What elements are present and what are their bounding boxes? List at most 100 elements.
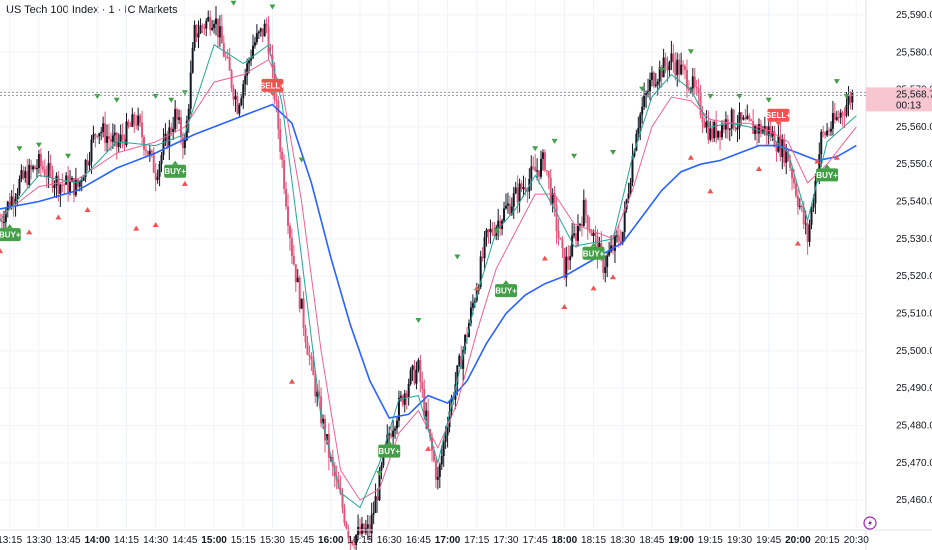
time-tick-label: 18:00 [552,535,578,546]
time-tick-label: 14:30 [143,535,168,546]
candle-body [32,166,35,170]
candle-body [551,193,554,204]
candle-body [720,125,723,138]
buy-signal-label: BUY+ [816,164,839,182]
candle-body [748,115,751,120]
candle-body [218,26,221,38]
signal-box [816,168,839,182]
candle-body [785,150,788,163]
candle-body [203,26,206,29]
candle-body [822,131,825,133]
candle-body [754,126,757,134]
down-triangle-marker [35,142,42,148]
price-tick-label: 25,580.00 [896,47,932,58]
candle-body [59,184,62,194]
signal-box [494,284,517,298]
candle-body [409,370,412,384]
candle-body [199,25,202,34]
candle-body [658,67,661,82]
buy-signal-label: BUY+ [378,440,400,458]
candle-body [783,139,786,163]
candle-body [462,350,465,369]
candle-body [119,134,122,142]
candle-body [750,119,753,122]
down-triangle-marker [707,94,714,100]
candle-body [394,428,397,431]
candle-body [0,220,1,222]
candle-body [115,132,118,147]
candle-body [20,170,23,180]
down-triangle-marker [765,97,772,103]
candle-body [158,163,161,177]
candle-body [67,175,70,193]
lightning-icon[interactable] [863,516,877,530]
candle-body [308,354,311,357]
price-axis[interactable]: 25,460.00 25,470.00 25,480.00 25,490.00 25,5… [865,0,932,550]
candle-body [156,176,159,181]
candle-body [378,470,381,501]
candle-body [10,196,13,208]
candle-body [96,136,99,138]
candle-body [534,167,537,172]
candle-body [792,178,795,184]
candle-body [680,64,683,75]
price-tick-label: 25,550.00 [896,159,932,170]
candle-body [791,167,794,179]
candle-body [141,122,144,137]
candle-body [582,199,585,226]
candle-body [847,96,850,105]
candle-body [178,117,181,120]
candle-body [392,430,395,437]
candle-body [69,181,72,193]
candle-body [775,147,778,152]
candle-body [12,196,15,205]
price-tag-box [866,87,932,112]
candle-body [559,237,562,240]
candle-body [664,57,667,66]
candle-body [366,524,369,529]
candle-body [701,115,704,123]
down-triangle-marker [415,317,422,323]
down-triangle-marker [113,97,120,103]
lightning-icon-ring [863,516,877,530]
time-tick-label: 15:15 [231,535,256,546]
candle-body [464,335,467,351]
down-triangle-marker [687,49,694,55]
candlestick-series [0,6,854,550]
candle-body [796,195,799,207]
down-triangle-marker [610,150,617,156]
price-tick-label: 25,590.00 [896,10,932,21]
candle-body [454,384,457,400]
time-tick-label: 16:45 [406,535,431,546]
candle-body [314,375,317,397]
candle-body [166,133,169,148]
up-triangle-marker [755,165,762,171]
candle-body [86,159,89,166]
candle-body [267,26,270,54]
candle-body [781,139,784,158]
candle-body [623,209,626,232]
candle-body [545,170,548,172]
signal-text: BUY+ [495,287,517,296]
candle-body [78,180,81,187]
candle-body [310,356,313,360]
candle-body [300,298,303,309]
candle-body [172,128,175,132]
ema-fast-line [0,43,857,509]
price-tick-label: 25,530.00 [896,234,932,245]
down-triangle-marker [736,94,743,100]
price-tag-value: 25,568.70 [896,89,932,100]
candle-body [57,175,60,194]
down-triangle-marker [532,146,539,152]
candle-body [325,434,328,441]
candle-body [485,229,488,238]
candle-body [22,170,25,179]
candle-body [98,133,101,137]
candle-body [232,87,235,100]
signal-text: BUY+ [164,167,186,176]
candle-body [4,211,7,223]
candle-body [261,28,264,37]
candle-body [388,433,391,435]
